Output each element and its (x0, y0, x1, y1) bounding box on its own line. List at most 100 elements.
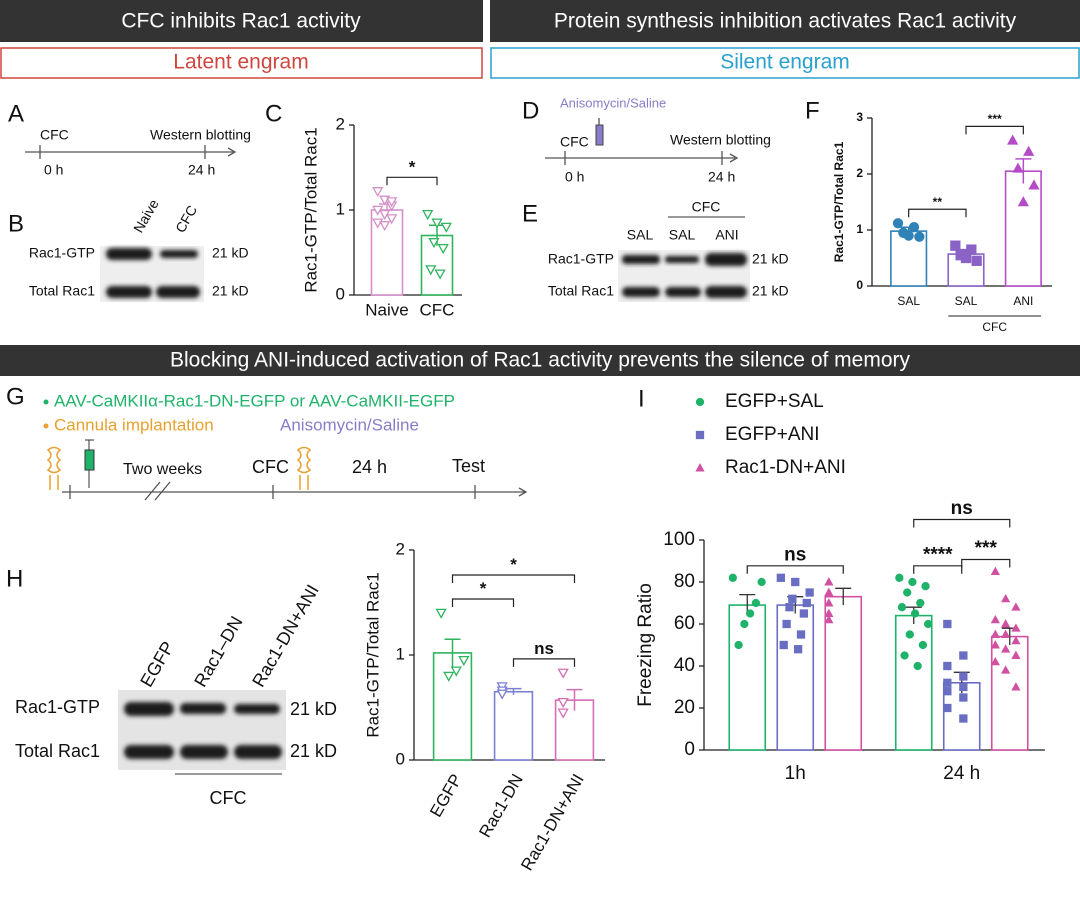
western-blot: CFC SAL SAL ANI Rac1-GTP Total Rac1 21 k… (548, 199, 789, 302)
y-tick-label: 0 (336, 284, 345, 303)
timeline-label: Anisomycin/Saline (280, 415, 419, 434)
data-point (914, 231, 925, 242)
data-point (990, 640, 1000, 649)
x-tick-label: Naive (365, 300, 408, 319)
data-point (1011, 682, 1021, 691)
x-tick-label: ANI (1013, 294, 1033, 308)
data-point (966, 244, 977, 255)
y-tick-label: 0 (856, 278, 863, 292)
data-point (943, 661, 952, 671)
error-bar (835, 587, 852, 606)
significance-bracket (746, 565, 844, 574)
significance-bracket (913, 565, 963, 574)
data-point (740, 619, 749, 629)
group-label: CFC (210, 788, 247, 808)
data-point (990, 566, 1000, 575)
bar (493, 690, 534, 761)
timeline-label: 0 h (565, 169, 584, 185)
y-axis-label: Rac1-GTP/Total Rac1 (363, 572, 382, 737)
data-point (905, 630, 914, 639)
size-label: 21 kD (290, 699, 337, 719)
cannula-icon (46, 446, 62, 490)
data-point (557, 698, 569, 709)
data-point (557, 708, 569, 719)
data-point (824, 587, 834, 596)
data-point (1011, 650, 1021, 659)
y-tick-label: 1 (396, 644, 405, 663)
data-point (379, 221, 391, 232)
y-tick-label: 1 (336, 199, 345, 218)
timeline-label: Western blotting (670, 132, 771, 148)
group-label: CFC (692, 199, 721, 215)
data-point (799, 609, 809, 618)
timeline-label: 24 h (352, 457, 387, 477)
bar (990, 635, 1029, 751)
significance-bracket (386, 176, 438, 186)
data-point (959, 714, 968, 723)
data-point (422, 210, 434, 221)
data-point (431, 218, 443, 229)
data-point (788, 594, 797, 603)
subheader: Silent engram (720, 51, 850, 74)
legend-marker (695, 430, 705, 440)
data-point (776, 573, 785, 582)
significance-label: *** (988, 112, 1002, 126)
timeline-label: CFC (252, 457, 289, 477)
error-bar (566, 688, 583, 711)
syringe-icon (85, 439, 94, 488)
data-point (943, 619, 952, 629)
y-axis-label: Freezing Ratio (635, 583, 656, 707)
data-point (943, 703, 952, 713)
timeline: AAV-CaMKIIα-Rac1-DN-EGFP or AAV-CaMKII-E… (43, 391, 528, 501)
legend-marker (695, 463, 705, 472)
data-point (793, 645, 803, 654)
y-tick-label: 60 (674, 613, 695, 634)
data-point (990, 656, 1000, 666)
x-tick-label: 1h (785, 763, 806, 784)
bar (1004, 170, 1042, 287)
data-point (557, 668, 569, 679)
panel-letter: D (522, 97, 539, 124)
legend-label: EGFP+SAL (725, 391, 824, 412)
row-label: Rac1-GTP (548, 251, 614, 267)
data-point (1001, 619, 1011, 628)
panel-letter: G (6, 383, 25, 410)
data-point (779, 640, 788, 650)
data-point (921, 582, 930, 591)
blot-band (622, 255, 660, 264)
legend-marker (695, 397, 705, 407)
data-point (959, 651, 968, 660)
size-label: 21 kD (212, 245, 249, 261)
x-tick-label: CFC (420, 300, 455, 319)
header-bar (490, 0, 1080, 42)
subheader-box (490, 47, 1080, 79)
significance-label: *** (975, 538, 998, 559)
lane-label: ANI (715, 227, 738, 243)
significance-label: **** (923, 544, 953, 565)
blot-band (665, 256, 699, 263)
data-point (1011, 623, 1021, 632)
data-point (824, 577, 834, 586)
timeline-label: 0 h (44, 162, 63, 178)
data-point (802, 598, 811, 608)
timeline-label: CFC (560, 134, 589, 150)
timeline-axis (62, 481, 528, 501)
data-point (1001, 644, 1011, 653)
header-title: Protein synthesis inhibition activates R… (554, 10, 1017, 33)
timeline-label: 24 h (188, 162, 215, 178)
legend-label: Rac1-DN+ANI (725, 457, 846, 478)
data-point (437, 244, 449, 255)
subheader: Latent engram (173, 51, 308, 74)
significance-bracket (512, 658, 576, 667)
data-point (900, 651, 909, 660)
data-point (959, 672, 968, 681)
significance-label: ** (933, 195, 943, 209)
timeline-label: Anisomycin/Saline (560, 95, 666, 110)
data-point (892, 218, 904, 229)
data-point (440, 222, 452, 233)
blot-band (124, 702, 174, 716)
significance-bracket (913, 518, 1011, 528)
data-point (897, 603, 907, 612)
significance-bracket (961, 558, 1011, 568)
